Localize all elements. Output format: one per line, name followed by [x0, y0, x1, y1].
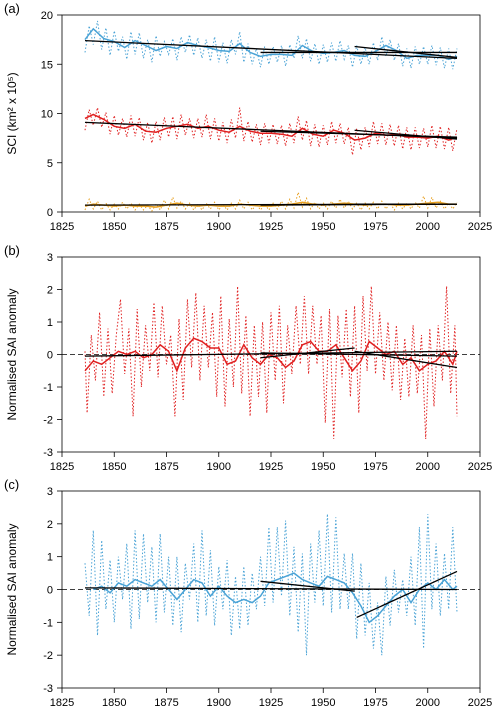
y-tick-label: 5	[47, 158, 53, 170]
y-tick-label: 1	[47, 552, 53, 564]
x-tick-label: 1825	[50, 221, 74, 233]
x-tick-label: 1975	[363, 697, 387, 709]
y-tick-label: 1	[47, 317, 53, 329]
x-tick-label: 1975	[363, 221, 387, 233]
trend-line	[84, 587, 458, 591]
y-tick-label: 10	[41, 109, 53, 121]
x-tick-label: 1825	[50, 461, 74, 473]
panel-label: (c)	[4, 477, 19, 492]
trend-line	[260, 347, 355, 359]
y-tick-label: 3	[47, 252, 53, 264]
y-tick-label: -1	[43, 617, 53, 629]
x-tick-label: 1900	[207, 461, 231, 473]
y-tick-label: 2	[47, 285, 53, 297]
x-tick-label: 1925	[259, 461, 283, 473]
trend-line	[260, 352, 458, 357]
x-tick-label: 1825	[50, 697, 74, 709]
series-raw-line	[84, 286, 458, 440]
y-tick-label: -2	[43, 415, 53, 427]
series-smoothed-line	[84, 27, 458, 61]
y-tick-label: 20	[41, 10, 53, 22]
y-tick-label: -3	[43, 683, 53, 695]
x-tick-label: 1925	[259, 221, 283, 233]
x-tick-label: 1875	[154, 221, 178, 233]
x-tick-label: 2000	[416, 221, 440, 233]
y-tick-label: 0	[47, 585, 53, 597]
y-axis-label: SCI (km² x 10⁵)	[5, 72, 19, 154]
y-tick-label: -1	[43, 382, 53, 394]
x-tick-label: 1875	[154, 697, 178, 709]
y-tick-label: 0	[47, 350, 53, 362]
trend-line	[354, 129, 458, 140]
x-tick-label: 2000	[416, 697, 440, 709]
y-tick-label: 2	[47, 519, 53, 531]
series-smoothed-line	[93, 572, 458, 624]
trend-line	[260, 580, 355, 592]
x-tick-label: 1850	[102, 697, 126, 709]
x-tick-label: 1850	[102, 461, 126, 473]
x-tick-label: 1950	[311, 221, 335, 233]
x-tick-label: 1950	[311, 461, 335, 473]
y-axis-label: Normalised SAI anomaly	[5, 288, 19, 420]
trend-line	[354, 45, 458, 59]
x-tick-label: 2025	[468, 461, 492, 473]
y-tick-label: 3	[47, 486, 53, 498]
series-raw-line	[84, 513, 458, 656]
panel-label: (a)	[4, 1, 20, 16]
x-tick-label: 1900	[207, 697, 231, 709]
panel-a: 1825 1850 1875 1900 1925 1950 1975 2000 2025 0 5 10…	[4, 1, 492, 233]
trend-line	[356, 570, 458, 618]
x-tick-label: 1975	[363, 461, 387, 473]
x-tick-label: 2025	[468, 221, 492, 233]
x-tick-label: 2000	[416, 461, 440, 473]
series-raw-line	[84, 190, 458, 212]
x-tick-label: 1925	[259, 697, 283, 709]
trend-line	[354, 350, 458, 369]
x-tick-label: 1850	[102, 221, 126, 233]
y-axis-label: Normalised SAI anomaly	[5, 523, 19, 655]
x-tick-label: 1950	[311, 697, 335, 709]
series-smoothed-line	[84, 201, 457, 208]
y-tick-label: -2	[43, 650, 53, 662]
x-tick-label: 1900	[207, 221, 231, 233]
y-tick-label: 0	[47, 207, 53, 219]
plot-frame	[61, 14, 481, 213]
y-tick-label: -3	[43, 447, 53, 459]
panel-c: 1825 1850 1875 1900 1925 1950 1975 2000 2025 -3 -2…	[4, 477, 492, 709]
panel-label: (b)	[4, 243, 20, 258]
x-tick-label: 2025	[468, 697, 492, 709]
series-raw-line	[84, 20, 458, 70]
y-tick-label: 15	[41, 59, 53, 71]
x-tick-label: 1875	[154, 461, 178, 473]
trend-line	[84, 39, 458, 59]
panel-b: 1825 1850 1875 1900 1925 1950 1975 2000 2025 -3 -2…	[4, 243, 492, 473]
